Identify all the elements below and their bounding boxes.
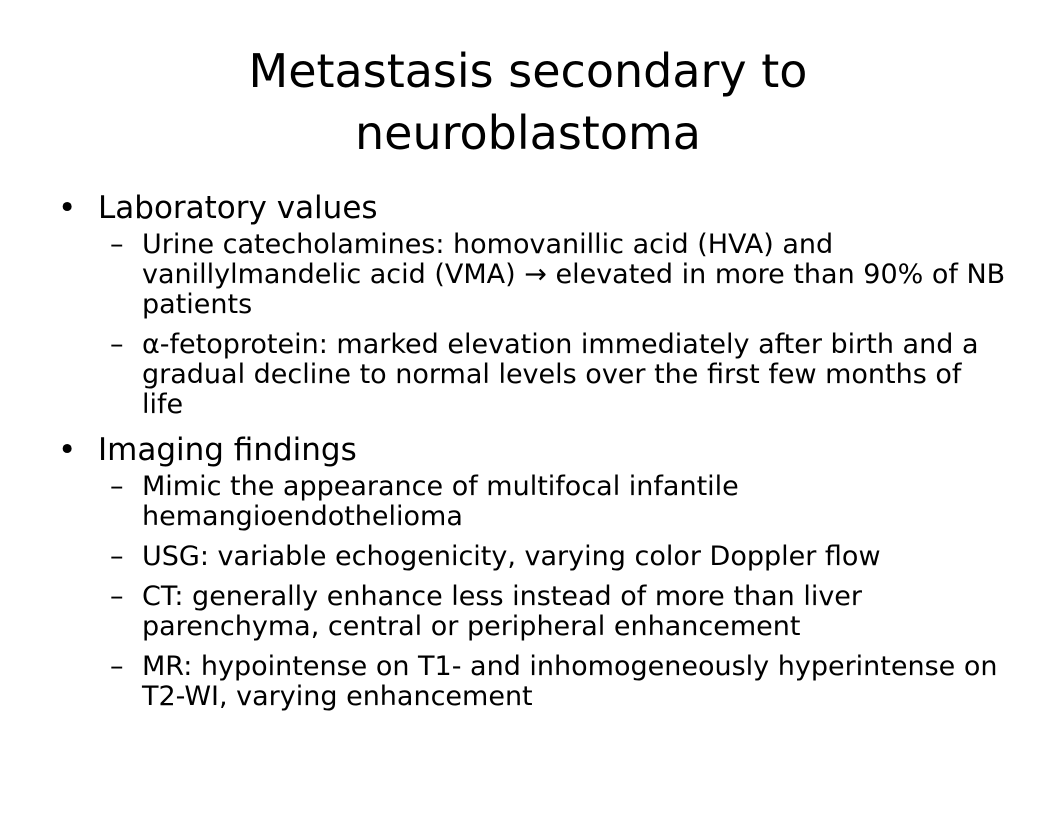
sub-bullet-text: USG: variable echogenicity, varying colo…	[142, 541, 881, 572]
sub-bullet-text: MR: hypointense on T1- and inhomogeneous…	[142, 651, 998, 712]
sub-bullet-usg: – USG: variable echogenicity, varying co…	[58, 542, 1008, 572]
dash-icon: –	[110, 229, 124, 260]
bullet-dot-icon: •	[58, 432, 77, 468]
sub-bullet-alpha-fetoprotein: – α-fetoprotein: marked elevation immedi…	[58, 330, 1008, 420]
sub-bullet-text: Urine catecholamines: homovanillic acid …	[142, 229, 1006, 320]
section-imaging-findings: • Imaging findings – Mimic the appearanc…	[58, 430, 1008, 712]
slide-title: Metastasis secondary to neuroblastoma	[120, 40, 936, 164]
title-line-1: Metastasis secondary to	[248, 44, 808, 98]
section-heading: Imaging findings	[98, 432, 357, 468]
title-line-2: neuroblastoma	[355, 106, 701, 160]
sub-bullet-text: CT: generally enhance less instead of mo…	[142, 581, 863, 642]
section-heading: Laboratory values	[98, 190, 378, 226]
dash-icon: –	[110, 651, 124, 682]
sub-bullet-text: Mimic the appearance of multifocal infan…	[142, 471, 739, 532]
sub-bullet-text: α-fetoprotein: marked elevation immediat…	[142, 329, 979, 420]
sub-bullet-mimic: – Mimic the appearance of multifocal inf…	[58, 472, 1008, 532]
bullet-laboratory-values: • Laboratory values	[58, 188, 1008, 228]
dash-icon: –	[110, 329, 124, 360]
bullet-imaging-findings: • Imaging findings	[58, 430, 1008, 470]
sub-bullet-ct: – CT: generally enhance less instead of …	[58, 582, 1008, 642]
bullet-dot-icon: •	[58, 190, 77, 226]
dash-icon: –	[110, 471, 124, 502]
dash-icon: –	[110, 541, 124, 572]
section-laboratory-values: • Laboratory values – Urine catecholamin…	[58, 188, 1008, 420]
slide-body: • Laboratory values – Urine catecholamin…	[58, 188, 1008, 722]
sub-bullet-urine-catecholamines: – Urine catecholamines: homovanillic aci…	[58, 230, 1008, 320]
sub-bullet-mr: – MR: hypointense on T1- and inhomogeneo…	[58, 652, 1008, 712]
dash-icon: –	[110, 581, 124, 612]
